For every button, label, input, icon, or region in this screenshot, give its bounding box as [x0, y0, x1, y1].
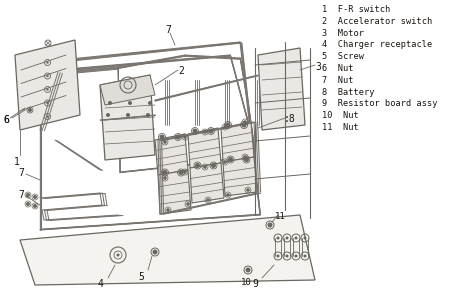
- Text: 1  F-R switch: 1 F-R switch: [322, 5, 390, 14]
- Circle shape: [285, 255, 289, 258]
- Circle shape: [148, 101, 152, 105]
- Circle shape: [243, 120, 247, 124]
- Circle shape: [246, 268, 250, 273]
- Text: 7: 7: [18, 190, 24, 200]
- Polygon shape: [258, 48, 305, 130]
- Circle shape: [128, 101, 132, 105]
- Circle shape: [294, 255, 298, 258]
- Circle shape: [159, 135, 164, 140]
- Circle shape: [175, 135, 181, 140]
- Circle shape: [226, 122, 230, 127]
- Text: 2  Accelerator switch: 2 Accelerator switch: [322, 17, 432, 26]
- Polygon shape: [15, 40, 80, 130]
- Text: 4: 4: [98, 279, 104, 289]
- Polygon shape: [20, 215, 315, 285]
- Circle shape: [166, 208, 170, 212]
- Circle shape: [276, 255, 280, 258]
- Text: 5  Screw: 5 Screw: [322, 52, 364, 61]
- Circle shape: [195, 163, 200, 168]
- Circle shape: [244, 157, 249, 162]
- Text: 10: 10: [241, 278, 252, 287]
- Circle shape: [228, 157, 233, 162]
- Circle shape: [153, 250, 157, 255]
- Circle shape: [294, 237, 298, 240]
- Circle shape: [163, 170, 167, 175]
- Polygon shape: [188, 128, 221, 168]
- Circle shape: [243, 155, 247, 159]
- Text: 9  Resistor board assy: 9 Resistor board assy: [322, 99, 438, 108]
- Circle shape: [106, 113, 110, 117]
- Text: 8  Battery: 8 Battery: [322, 88, 374, 96]
- Circle shape: [179, 170, 183, 175]
- Text: 1: 1: [14, 157, 20, 167]
- Circle shape: [267, 222, 273, 227]
- Circle shape: [26, 193, 30, 197]
- Circle shape: [46, 88, 49, 91]
- Circle shape: [276, 237, 280, 240]
- Circle shape: [163, 176, 167, 180]
- Circle shape: [117, 253, 119, 256]
- Text: 6  Nut: 6 Nut: [322, 64, 354, 73]
- Text: :8: :8: [284, 114, 296, 124]
- Circle shape: [126, 113, 130, 117]
- Circle shape: [183, 170, 187, 174]
- Circle shape: [46, 102, 49, 104]
- Circle shape: [223, 160, 227, 164]
- Polygon shape: [190, 163, 224, 203]
- Text: 6: 6: [3, 115, 9, 125]
- Text: 7: 7: [165, 25, 171, 35]
- Circle shape: [223, 125, 227, 129]
- Text: 11  Nut: 11 Nut: [322, 123, 359, 132]
- Circle shape: [192, 129, 198, 134]
- Circle shape: [183, 135, 187, 139]
- Circle shape: [211, 163, 216, 168]
- Circle shape: [203, 130, 207, 134]
- Circle shape: [163, 140, 167, 144]
- Circle shape: [33, 204, 37, 208]
- Text: 4  Charger receptacle: 4 Charger receptacle: [322, 40, 432, 49]
- Circle shape: [285, 237, 289, 240]
- Circle shape: [26, 202, 30, 206]
- Text: 11: 11: [275, 212, 286, 221]
- Text: 7: 7: [18, 168, 24, 178]
- Circle shape: [46, 61, 49, 64]
- Circle shape: [146, 113, 150, 117]
- Text: 3  Motor: 3 Motor: [322, 29, 364, 37]
- Polygon shape: [100, 75, 155, 105]
- Circle shape: [33, 195, 37, 199]
- Circle shape: [241, 122, 246, 127]
- Text: 10  Nut: 10 Nut: [322, 111, 359, 120]
- Text: 9: 9: [252, 279, 258, 289]
- Circle shape: [303, 237, 307, 240]
- Text: 2: 2: [178, 66, 184, 76]
- Circle shape: [226, 193, 230, 197]
- Circle shape: [209, 129, 213, 134]
- Polygon shape: [223, 157, 257, 196]
- Text: 6: 6: [3, 115, 9, 125]
- Circle shape: [28, 108, 32, 112]
- Circle shape: [303, 255, 307, 258]
- Text: 3: 3: [315, 62, 321, 72]
- Polygon shape: [221, 122, 254, 162]
- Circle shape: [206, 198, 210, 202]
- Circle shape: [203, 165, 207, 169]
- Polygon shape: [100, 75, 155, 160]
- Circle shape: [46, 75, 49, 77]
- Circle shape: [46, 115, 49, 118]
- Text: 5: 5: [138, 272, 144, 282]
- Circle shape: [108, 101, 112, 105]
- Text: 7  Nut: 7 Nut: [322, 76, 354, 85]
- Circle shape: [246, 188, 250, 192]
- Circle shape: [186, 202, 190, 206]
- Polygon shape: [158, 170, 191, 214]
- Polygon shape: [155, 134, 188, 175]
